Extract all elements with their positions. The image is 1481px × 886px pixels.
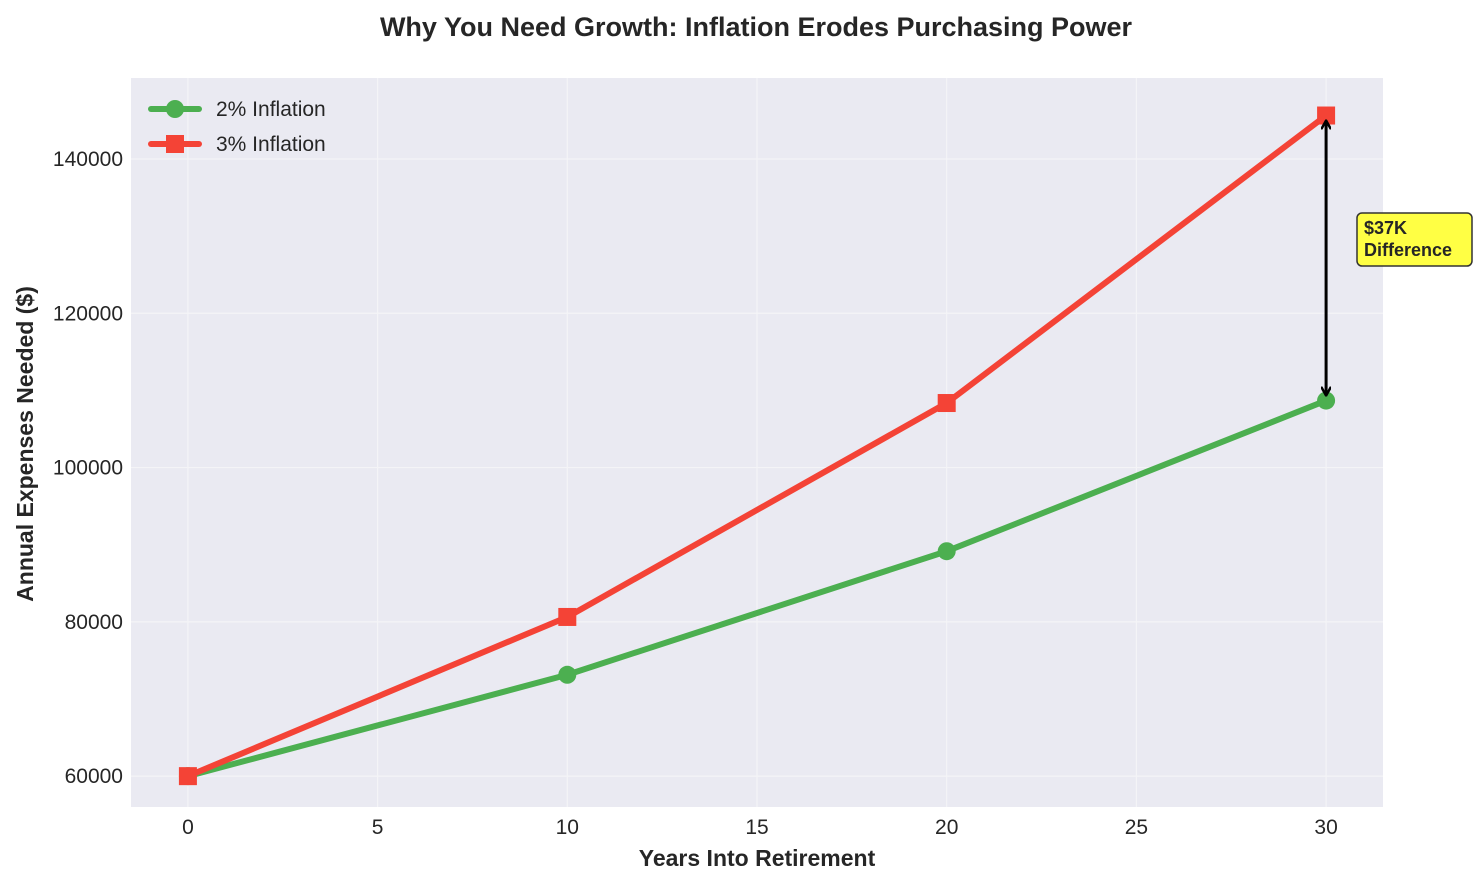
series-line <box>184 397 1330 780</box>
y-tick-label: 100000 <box>53 457 123 480</box>
data-point <box>558 665 577 684</box>
x-tick-label: 0 <box>182 816 194 839</box>
legend-marker <box>166 100 184 118</box>
legend-label: 3% Inflation <box>216 133 326 156</box>
annotation-box <box>1356 212 1473 267</box>
annotation-line-2: Difference <box>1364 240 1452 260</box>
legend-label: 2% Inflation <box>216 98 326 121</box>
y-tick-label: 120000 <box>53 302 123 325</box>
x-tick-label: 20 <box>935 816 958 839</box>
annotation-line-1: $37K <box>1364 218 1407 238</box>
data-point <box>558 607 577 626</box>
legend-item-2: 3% Inflation <box>148 133 326 156</box>
chart-title: Why You Need Growth: Inflation Erodes Pu… <box>380 12 1133 42</box>
x-tick-label: 25 <box>1125 816 1148 839</box>
x-axis-label: Years Into Retirement <box>639 845 876 871</box>
x-tick-label: 10 <box>556 816 579 839</box>
axis-ticks: 0 5 10 15 20 25 30 60000 80000 100000 120000 140000 <box>53 148 1338 839</box>
legend: 2% Inflation 3% Inflation <box>148 98 326 156</box>
series-line <box>184 112 1330 780</box>
data-point <box>937 542 956 561</box>
legend-item-1: 2% Inflation <box>148 98 326 121</box>
y-tick-label: 140000 <box>53 148 123 171</box>
grid-lines <box>131 78 1383 807</box>
data-point <box>937 394 956 413</box>
legend-marker <box>166 135 184 153</box>
y-axis-label: Annual Expenses Needed ($) <box>12 286 38 602</box>
data-point <box>178 767 197 786</box>
y-tick-label: 60000 <box>65 765 123 788</box>
x-tick-label: 15 <box>745 816 768 839</box>
y-tick-label: 80000 <box>65 611 123 634</box>
x-tick-label: 5 <box>372 816 384 839</box>
x-tick-label: 30 <box>1314 816 1337 839</box>
